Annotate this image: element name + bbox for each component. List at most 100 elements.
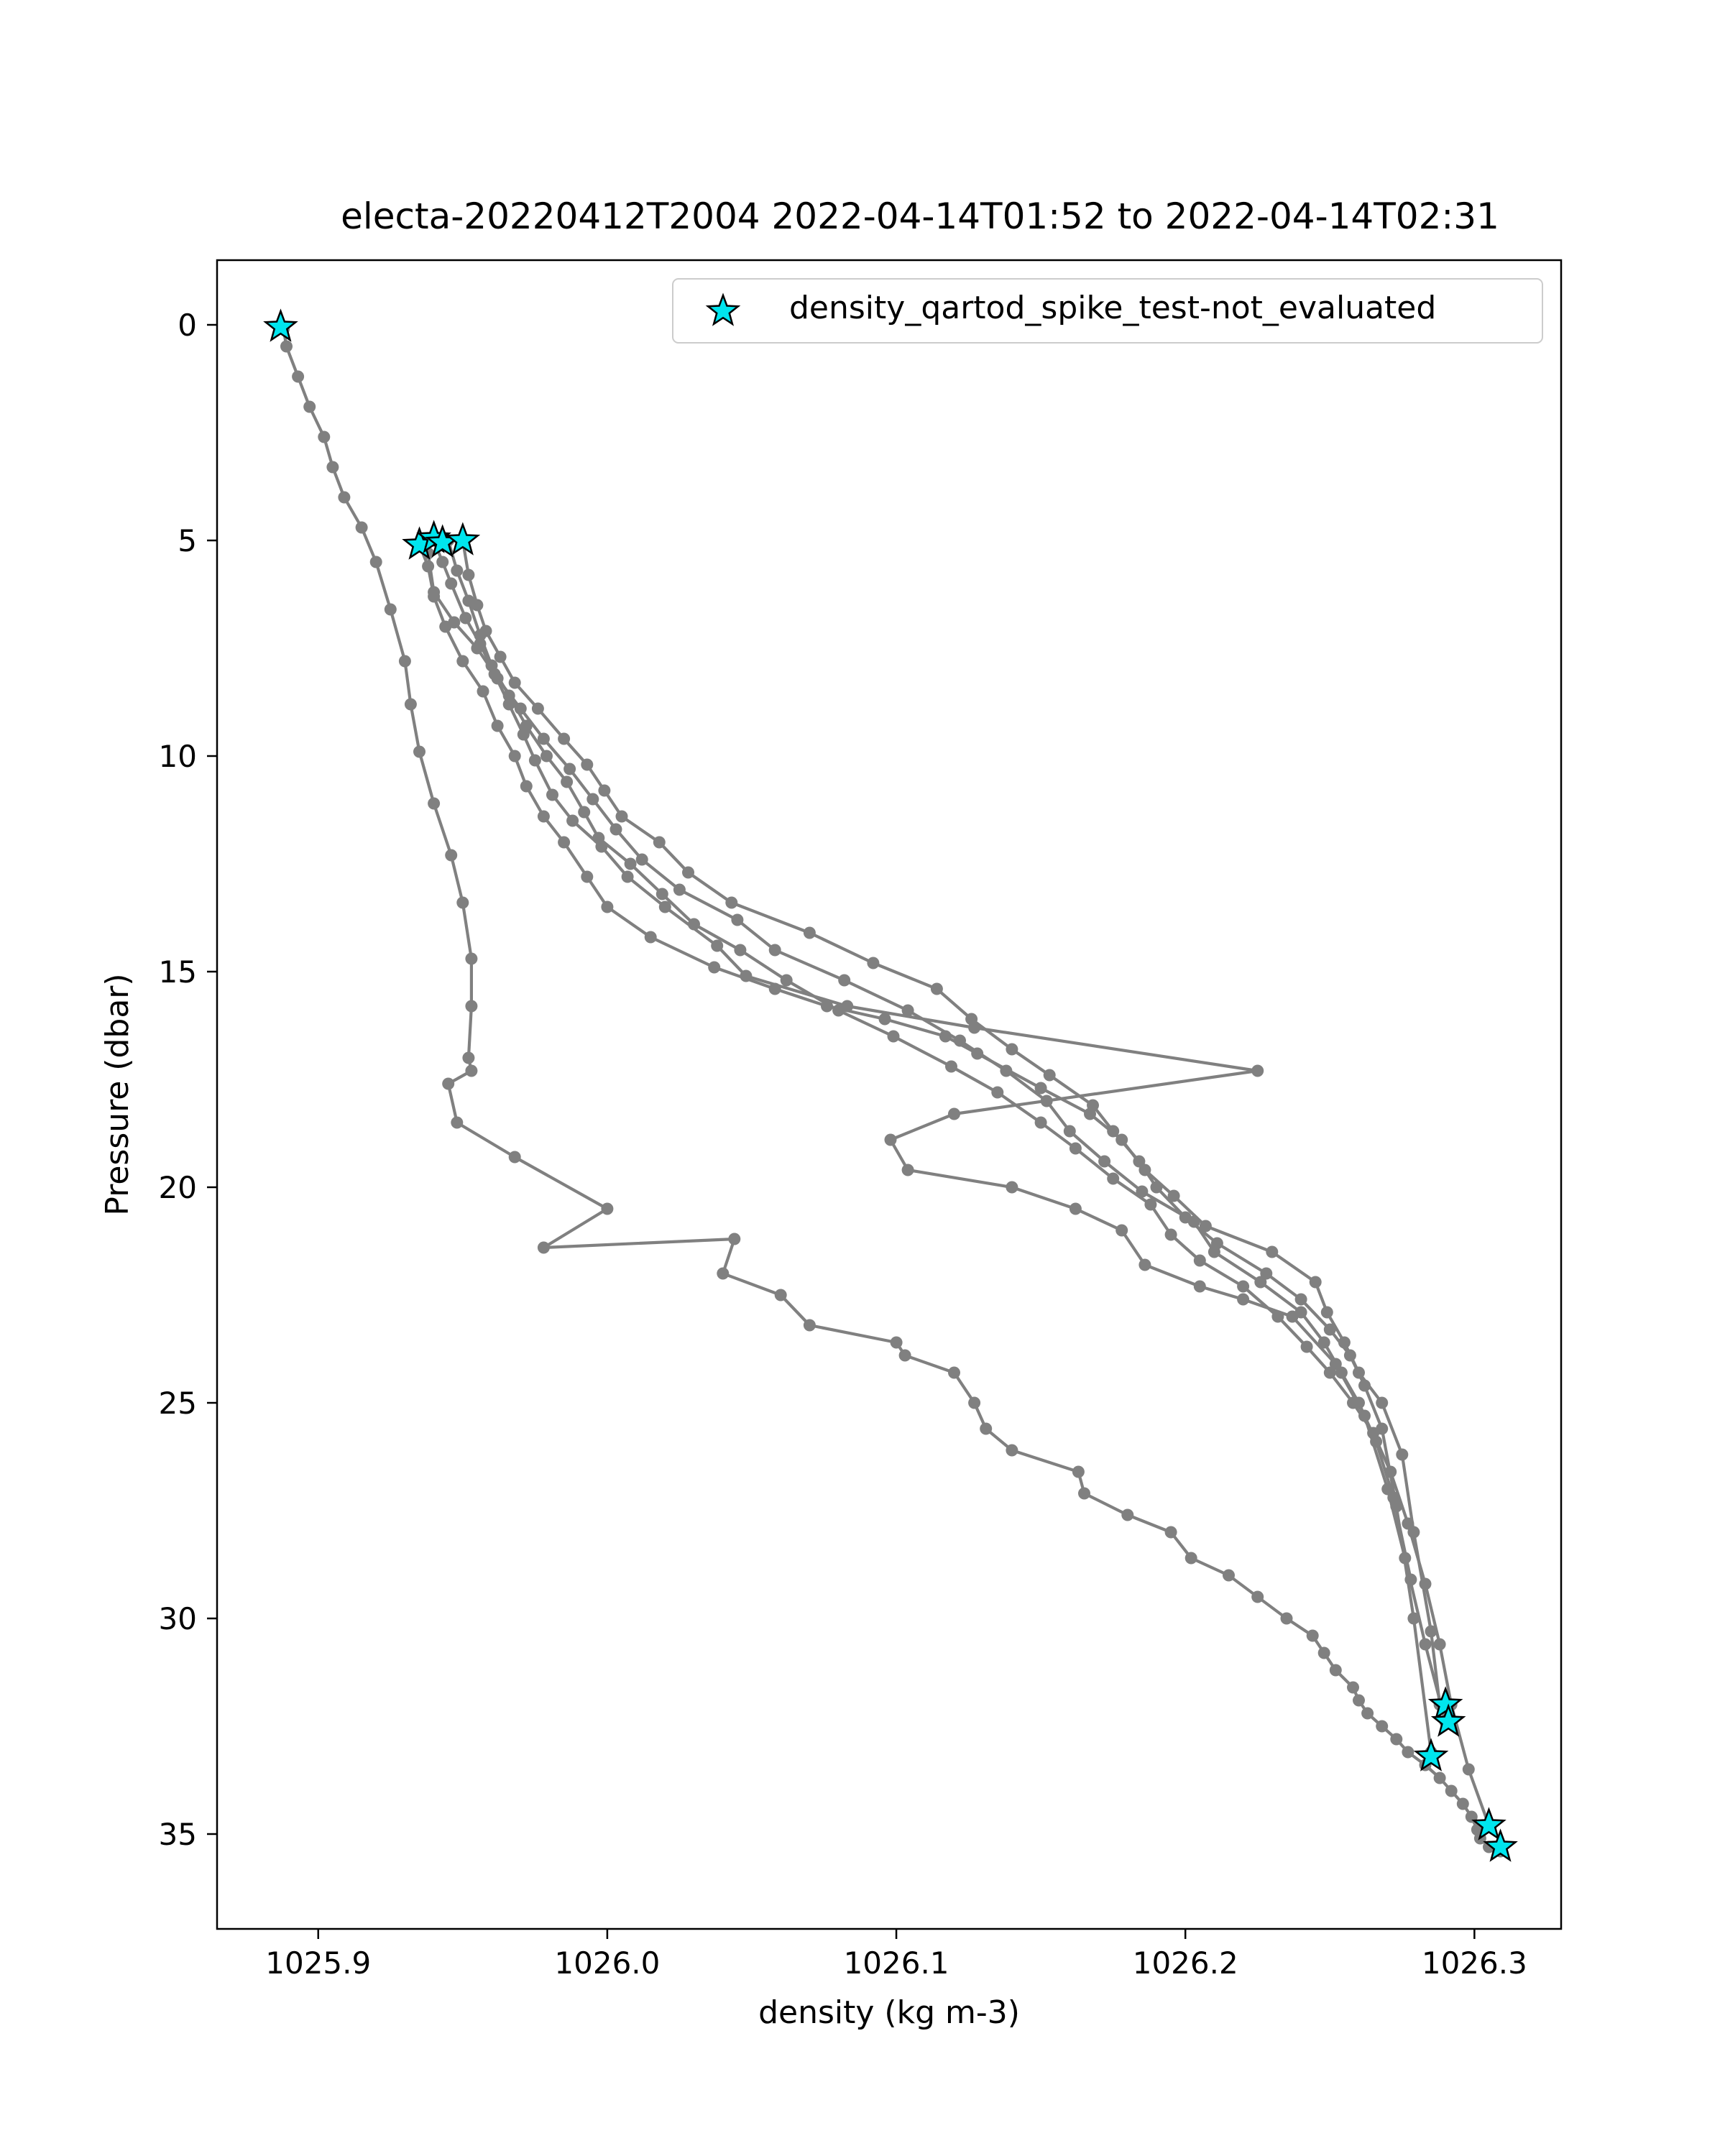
series-4-point [1323,1323,1336,1336]
series-2-point [878,1013,891,1026]
x-tick-label: 1026.0 [554,1945,660,1981]
series-1-point [326,461,339,474]
series-6-point [514,702,527,715]
series-1-point [398,655,411,668]
series-1-point [1164,1526,1177,1539]
series-1-point [968,1396,981,1409]
series-5-point [945,1060,957,1073]
series-1-point [456,896,469,909]
series-5-point [485,659,498,672]
series-6-point [768,944,781,957]
series-2-point [1320,1306,1333,1319]
legend-star-icon [705,292,741,326]
y-tick-label: 20 [159,1170,197,1205]
series-1-point [1329,1664,1342,1677]
series-2-point [477,685,489,698]
series-3-point [1329,1358,1342,1370]
series-1-point [338,491,351,504]
series-2-point [508,750,521,763]
flag-star-marker [1430,1703,1466,1737]
series-6-point [428,586,441,599]
series-4-point [1150,1181,1163,1194]
series-5-point [540,750,553,763]
series-1-point [1445,1784,1458,1797]
series-3-point [901,1164,914,1176]
series-6-point [448,616,461,629]
series-4-point [682,866,694,879]
series-4-point [508,676,521,689]
series-3-point [436,556,449,568]
series-1-point [1072,1465,1085,1478]
x-tick-label: 1025.9 [265,1945,371,1981]
series-1-point [890,1336,903,1349]
series-4-point [867,957,880,969]
series-1-point [1317,1646,1330,1659]
x-axis-label: density (kg m-3) [758,1994,1020,2031]
legend: density_qartod_spike_test-not_evaluated [672,278,1543,344]
series-2-point [1407,1526,1420,1539]
series-6-point [1387,1491,1400,1504]
chart-title: electa-20220412T2004 2022-04-14T01:52 to… [341,195,1499,237]
series-3-point [1069,1202,1082,1215]
series-6-point [1404,1573,1417,1586]
series-1-point [442,1077,455,1090]
series-2-point [1338,1336,1351,1349]
series-6-point [491,672,504,685]
series-6-point [1098,1155,1111,1168]
series-6-point [564,763,576,775]
series-1-point [280,340,293,353]
series-5-point [991,1086,1004,1099]
series-6-point [1370,1435,1383,1448]
flag-star-marker [1483,1828,1518,1862]
series-4-point [930,982,943,995]
star-layer [263,308,1518,1862]
series-1-point [465,952,478,965]
series-6-point [586,793,599,806]
series-6-point [673,883,686,896]
series-2-point [939,1030,952,1043]
series-4-point [1260,1267,1273,1280]
y-tick-label: 15 [159,954,197,990]
series-5-point [1069,1142,1082,1155]
series-2-point [1425,1625,1438,1638]
series-3-point [502,698,515,711]
series-1-point [292,370,305,383]
series-1-point [898,1349,911,1362]
series-2-point [1376,1396,1389,1409]
series-4-point [1343,1349,1356,1362]
series-1-point [537,1241,550,1254]
series-2-point [601,900,614,913]
series-4-point [803,926,816,939]
series-6-point [1294,1306,1307,1319]
series-1-point [413,745,426,758]
legend-entry-label: density_qartod_spike_test-not_evaluated [789,290,1436,326]
series-5-point [1419,1577,1432,1590]
series-3-point [1193,1280,1206,1293]
series-1-point [404,698,417,711]
series-3-point [566,814,579,827]
y-tick-label: 30 [159,1601,197,1636]
series-5-point [1193,1254,1206,1267]
series-6-point [1254,1276,1267,1289]
series-3-point [658,900,671,913]
series-5-point [520,719,533,732]
series-1-point [717,1267,730,1280]
y-tick-label: 0 [178,308,197,343]
series-6-point [1063,1125,1076,1138]
series-3-point [1381,1483,1394,1496]
series-4-point [531,702,544,715]
series-1-point [1306,1629,1319,1642]
series-4-point [494,650,507,663]
plot-frame [216,259,1563,1930]
series-4-point [598,784,611,797]
series-2-point [491,719,504,732]
series-3-point [740,969,753,982]
x-tick-label: 1026.2 [1133,1945,1238,1981]
series-1-point [1376,1720,1389,1733]
series-3-point [1116,1224,1128,1237]
series-4-point [725,896,738,909]
series-3-point [1138,1258,1151,1271]
series-2-point [456,655,469,668]
y-tick-label: 10 [159,739,197,774]
